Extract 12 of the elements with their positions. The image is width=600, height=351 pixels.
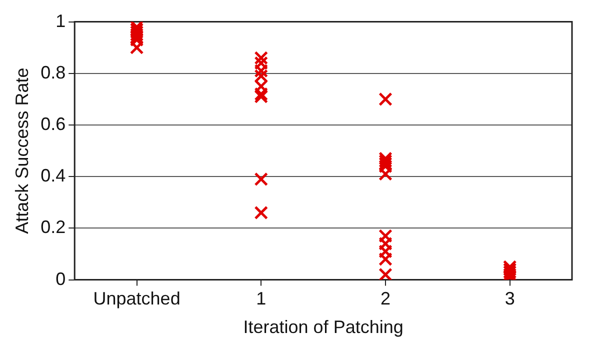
x-tick-label: 1 bbox=[256, 288, 266, 309]
x-tick-label: 2 bbox=[380, 288, 390, 309]
x-tick-label: 3 bbox=[504, 288, 515, 309]
y-tick-label: 0.2 bbox=[40, 217, 66, 238]
y-tick-label: 0.6 bbox=[40, 114, 66, 134]
y-axis-title: Attack Success Rate bbox=[12, 68, 32, 234]
y-tick-label: 1 bbox=[56, 10, 66, 31]
y-tick-label: 0.8 bbox=[40, 62, 66, 82]
x-axis-title: Iteration of Patching bbox=[243, 317, 404, 338]
y-tick-label: 0 bbox=[56, 268, 66, 289]
y-tick-label: 0.4 bbox=[40, 166, 66, 186]
x-tick-label: Unpatched bbox=[93, 288, 180, 309]
